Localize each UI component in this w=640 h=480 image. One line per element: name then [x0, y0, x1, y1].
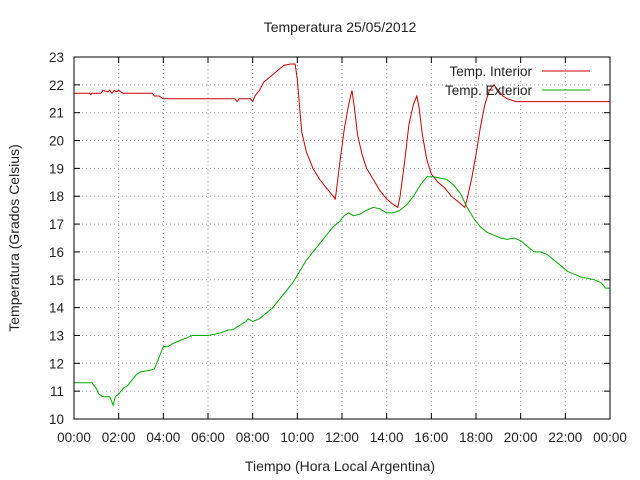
y-tick-label: 20	[49, 134, 64, 149]
y-tick-label: 13	[49, 328, 64, 343]
y-tick-label: 21	[49, 106, 64, 121]
x-tick-label: 04:00	[146, 430, 180, 445]
y-tick-label: 22	[49, 78, 64, 93]
legend-label-temp-interior: Temp. Interior	[449, 64, 532, 79]
x-tick-label: 16:00	[414, 430, 448, 445]
axis-ticks	[73, 56, 611, 420]
x-tick-label: 02:00	[102, 430, 136, 445]
legend: Temp. Interior Temp. Exterior	[445, 64, 590, 98]
y-tick-label: 16	[49, 245, 64, 260]
x-tick-label: 06:00	[191, 430, 225, 445]
y-tick-label: 17	[49, 217, 64, 232]
series-layer	[74, 63, 610, 407]
y-tick-label: 23	[49, 50, 64, 65]
x-tick-label: 08:00	[236, 430, 270, 445]
x-tick-label: 18:00	[459, 430, 493, 445]
x-axis-title: Tiempo (Hora Local Argentina)	[245, 458, 435, 474]
series-line-temp-exterior	[74, 176, 610, 407]
x-tick-label: 20:00	[504, 430, 538, 445]
y-axis-title: Temperatura (Grados Celsius)	[6, 144, 22, 332]
x-axis-tick-labels: 00:00 02:00 04:00 06:00 08:00 10:00 12:00 14:00…	[57, 430, 627, 445]
x-tick-label: 00:00	[593, 430, 627, 445]
legend-label-temp-exterior: Temp. Exterior	[445, 83, 533, 98]
x-tick-label: 10:00	[280, 430, 314, 445]
x-tick-label: 22:00	[548, 430, 582, 445]
grid-lines	[74, 57, 610, 419]
y-tick-label: 11	[50, 384, 64, 399]
y-tick-label: 18	[49, 189, 64, 204]
x-tick-label: 12:00	[325, 430, 359, 445]
x-tick-label: 00:00	[57, 430, 91, 445]
y-tick-label: 19	[49, 161, 64, 176]
y-tick-label: 12	[49, 356, 64, 371]
x-tick-label: 14:00	[370, 430, 404, 445]
chart-title: Temperatura 25/05/2012	[264, 19, 417, 35]
y-axis-tick-labels: 10 11 12 13 14 15 16 17 18 19 20 21 22 23	[49, 50, 65, 427]
y-tick-label: 14	[49, 301, 65, 316]
series-line-temp-interior	[74, 63, 610, 209]
y-tick-label: 10	[49, 412, 64, 427]
y-tick-label: 15	[49, 273, 64, 288]
